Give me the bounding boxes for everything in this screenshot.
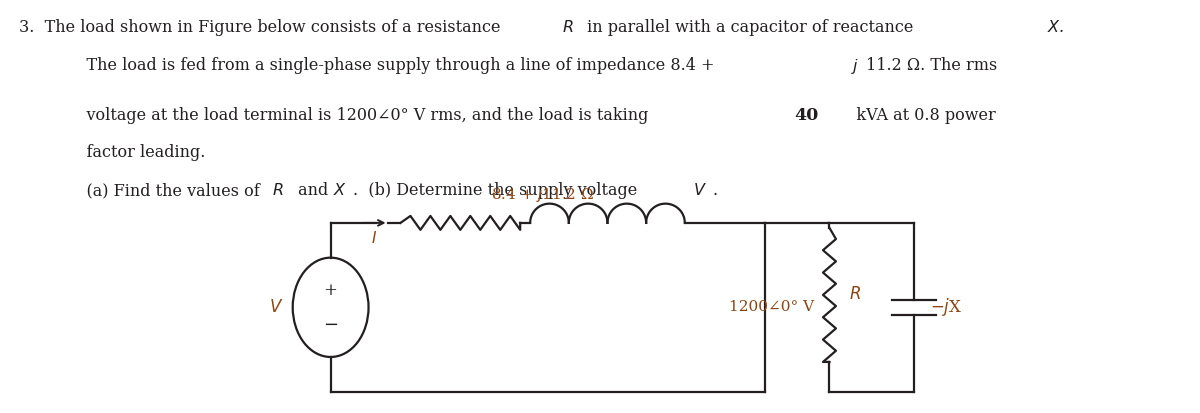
Text: −: −: [323, 316, 338, 334]
Text: $X$.: $X$.: [1046, 19, 1064, 36]
Text: in parallel with a capacitor of reactance: in parallel with a capacitor of reactanc…: [582, 19, 918, 36]
Text: $V$: $V$: [269, 299, 283, 316]
Text: 1200∠0° V: 1200∠0° V: [730, 300, 815, 314]
Text: voltage at the load terminal is 1200∠0° V rms, and the load is taking: voltage at the load terminal is 1200∠0° …: [66, 107, 659, 123]
Text: $I$: $I$: [371, 230, 377, 246]
Text: and: and: [293, 182, 334, 199]
Text: .: .: [713, 182, 718, 199]
Text: .  (b) Determine the supply voltage: . (b) Determine the supply voltage: [353, 182, 642, 199]
Text: $R$: $R$: [850, 286, 862, 304]
Text: factor leading.: factor leading.: [66, 145, 205, 161]
Text: $R$: $R$: [562, 19, 574, 36]
Text: 40: 40: [794, 107, 818, 123]
Text: $V$: $V$: [692, 182, 707, 199]
Text: +: +: [324, 282, 337, 299]
Text: 8.4 + $j$11.2 Ω: 8.4 + $j$11.2 Ω: [491, 185, 594, 204]
Text: (a) Find the values of: (a) Find the values of: [66, 182, 265, 199]
Text: $X$: $X$: [332, 182, 347, 199]
Text: The load is fed from a single-phase supply through a line of impedance 8.4 +: The load is fed from a single-phase supp…: [66, 57, 720, 74]
Text: $j$: $j$: [852, 57, 859, 76]
Text: −$j$X: −$j$X: [930, 296, 962, 318]
Text: $R$: $R$: [271, 182, 283, 199]
Text: kVA at 0.8 power: kVA at 0.8 power: [841, 107, 996, 123]
Text: 3.  The load shown in Figure below consists of a resistance: 3. The load shown in Figure below consis…: [19, 19, 506, 36]
Text: 11.2 Ω. The rms: 11.2 Ω. The rms: [866, 57, 997, 74]
